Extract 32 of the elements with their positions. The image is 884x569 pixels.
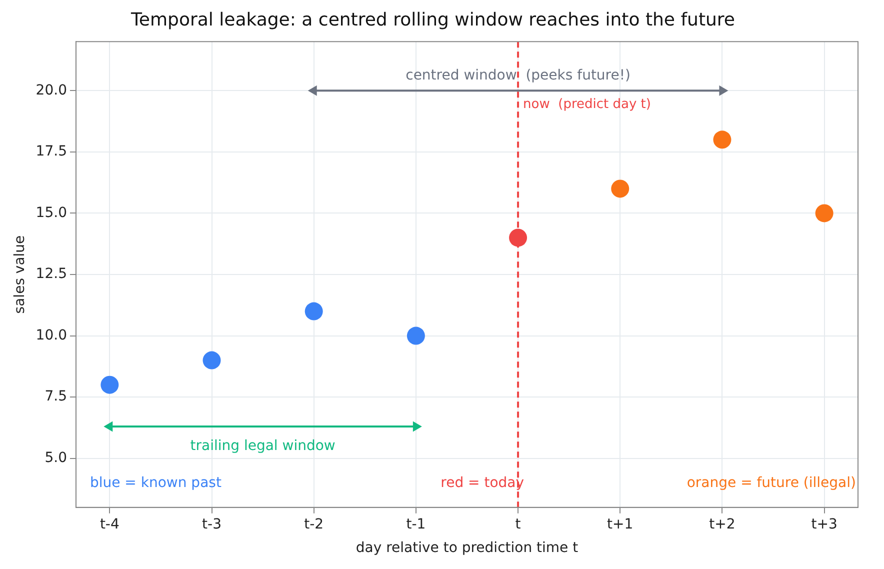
ref-line-label: now (predict day t) [523,97,651,112]
point [406,326,425,345]
point [713,130,732,149]
x-tick-label: t-1 [406,516,426,532]
annotation: centred window (peeks future!) [406,68,630,84]
annotation: trailing legal window [190,438,336,454]
annotation: blue = known past [90,475,222,492]
y-tick-label: 15.0 [36,204,67,221]
y-tick-label: 7.5 [44,388,67,405]
point [100,376,119,394]
x-tick-label: t-2 [304,516,324,532]
annotation: red = today [440,475,524,492]
annotation: orange = future (illegal) [686,475,856,492]
x-tick-label: t-4 [100,516,120,532]
point [815,204,834,222]
chart-title: Temporal leakage: a centred rolling window reaches into the future [130,9,736,30]
y-tick-label: 12.5 [36,266,67,282]
x-tick-label: t [515,516,522,532]
y-tick-label: 10.0 [36,327,67,344]
y-axis-title: sales value [12,235,28,314]
point [611,180,630,198]
x-tick-label: t+1 [607,516,634,532]
x-tick-label: t+2 [709,516,736,532]
x-tick-label: t-3 [202,516,222,532]
y-tick-label: 5.0 [44,450,67,466]
y-tick-label: 17.5 [36,144,67,160]
y-tick-label: 20.0 [36,82,67,98]
point [202,351,221,370]
point [304,302,323,320]
x-tick-label: t+3 [811,516,838,532]
point [509,228,528,247]
x-axis-title: day relative to prediction time t [356,540,579,556]
